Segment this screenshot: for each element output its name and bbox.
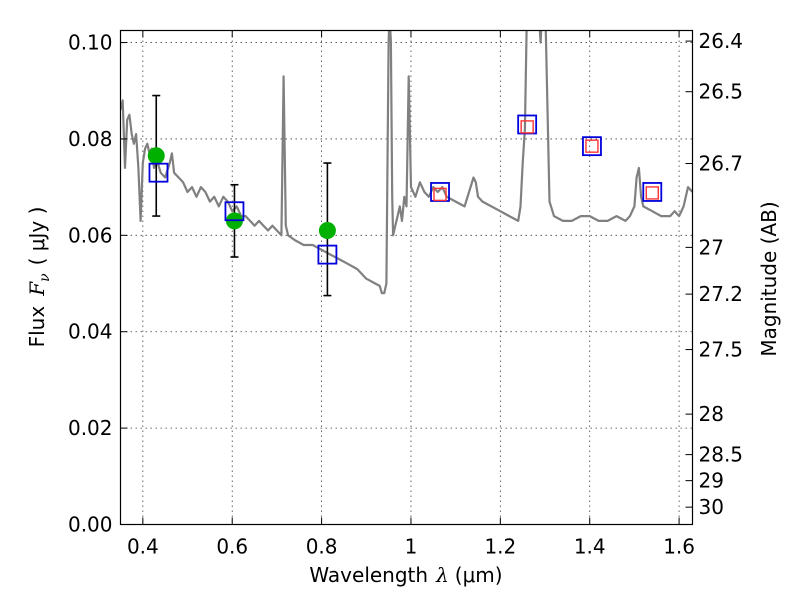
y2-tick-label: 30 <box>699 495 724 519</box>
model-point-blue <box>148 162 169 183</box>
x-tick-label: 0.4 <box>127 535 159 559</box>
grid-layer <box>120 30 693 525</box>
y-tick-label: 0.00 <box>68 513 113 537</box>
model-point-blue <box>224 201 245 222</box>
model-point-red <box>645 186 659 200</box>
y2-axis-title: Magnitude (AB) <box>757 201 781 356</box>
y-axis-title: FluxFν( μJy ) <box>25 207 53 348</box>
marker-layer <box>147 114 663 265</box>
y-tick-label: 0.10 <box>68 31 113 55</box>
model-point-red <box>585 139 599 153</box>
y2-tick-label: 27 <box>699 235 724 259</box>
y2-tick-label: 28.5 <box>699 443 744 467</box>
y-tick-label: 0.04 <box>68 320 113 344</box>
errorbar-layer <box>152 94 332 297</box>
model-point-blue <box>642 182 663 202</box>
tick-layer: 0.4 0.6 0.8 1 1.2 1.4 1.6 0.00 0.02 0.04 0.06 0.08 0… <box>68 29 743 558</box>
model-point-blue <box>582 136 602 157</box>
y2-tick-label: 27.2 <box>699 282 744 306</box>
y2-tick-label: 26.4 <box>699 29 744 53</box>
x-tick-label: 1 <box>405 535 418 559</box>
y2-tick-label: 26.7 <box>699 152 744 176</box>
x-tick-label: 1.6 <box>663 535 695 559</box>
y2-tick-label: 27.5 <box>699 338 744 362</box>
y-tick-label: 0.06 <box>68 223 113 247</box>
spectrum-layer <box>120 30 693 295</box>
x-axis-title: Wavelength λ (μm) <box>309 563 502 587</box>
x-tick-label: 1.2 <box>484 535 516 559</box>
model-point-red <box>520 120 534 134</box>
observed-point <box>318 222 336 240</box>
x-tick-label: 0.6 <box>216 535 248 559</box>
y-tick-label: 0.02 <box>68 416 113 440</box>
model-point-blue <box>317 244 338 265</box>
x-tick-label: 0.8 <box>306 535 338 559</box>
y2-tick-label: 29 <box>699 469 724 493</box>
model-point-red <box>433 187 447 202</box>
y2-tick-label: 26.5 <box>699 80 744 104</box>
x-tick-label: 1.4 <box>574 535 606 559</box>
y2-tick-label: 28 <box>699 402 724 426</box>
plot-frame <box>119 29 694 526</box>
observed-point <box>147 147 165 165</box>
y-tick-label: 0.08 <box>68 127 113 151</box>
spectrum-line <box>120 30 693 295</box>
